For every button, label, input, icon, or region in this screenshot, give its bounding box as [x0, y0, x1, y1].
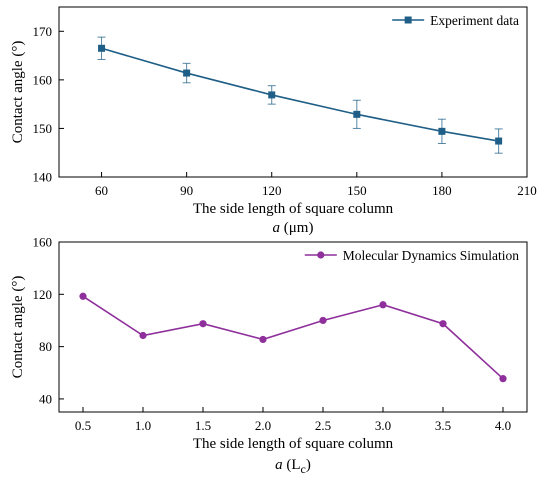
- x-tick-label: 3.0: [375, 418, 391, 433]
- y-tick-label: 40: [39, 391, 52, 406]
- data-point: [438, 127, 446, 135]
- data-point: [379, 301, 387, 309]
- x-axis-unit-subscript: c: [301, 462, 306, 476]
- x-tick-label: 120: [262, 183, 282, 198]
- y-axis-label: Contact angle (°): [10, 276, 26, 379]
- y-tick-label: 150: [33, 121, 53, 136]
- series-line: [82, 295, 504, 380]
- y-tick-label: 80: [39, 339, 52, 354]
- x-tick-label: 2.5: [315, 418, 331, 433]
- x-axis-label: The side length of square column: [193, 436, 394, 452]
- data-point: [499, 375, 507, 383]
- x-axis-unit-label: a (μm): [273, 220, 314, 236]
- data-point: [139, 331, 147, 340]
- series-line: [101, 47, 499, 142]
- data-point: [268, 91, 276, 99]
- y-tick-label: 140: [33, 170, 53, 185]
- data-point: [98, 44, 106, 52]
- chart-1: 60 90 120 150 180 210 140 150 160 170 Contact angl…: [10, 6, 537, 236]
- data-point: [353, 110, 361, 118]
- x-tick-label: 150: [347, 183, 367, 198]
- x-axis-unit: (μm): [280, 220, 313, 236]
- x-tick-label: 2.0: [255, 418, 271, 433]
- data-point: [495, 137, 503, 145]
- x-axis-unit: (L: [283, 457, 301, 473]
- x-axis-variable: a: [273, 220, 281, 236]
- chart-2: 0.5 1.0 1.5 2.0 2.5 3.0 3.5 4.0 40 80 120 160 Contac…: [10, 235, 528, 476]
- plot-frame: [58, 241, 528, 413]
- x-axis-label: The side length of square column: [193, 201, 394, 217]
- x-axis-unit-label: a (Lc): [275, 457, 311, 476]
- x-tick-label: 90: [180, 183, 193, 198]
- y-tick-label: 160: [33, 235, 53, 250]
- y-tick-label: 120: [33, 287, 53, 302]
- legend-label: Molecular Dynamics Simulation: [343, 248, 519, 263]
- x-tick-label: 180: [432, 183, 452, 198]
- y-tick-label: 160: [33, 72, 53, 87]
- y-tick-label: 170: [33, 24, 53, 39]
- y-axis-label: Contact angle (°): [10, 41, 26, 144]
- plot-frame: [58, 6, 528, 178]
- data-point: [439, 320, 447, 328]
- x-tick-label: 1.0: [135, 418, 151, 433]
- data-point: [319, 316, 327, 325]
- data-point: [259, 335, 267, 344]
- x-tick-label: 0.5: [75, 418, 91, 433]
- x-tick-label: 60: [95, 183, 108, 198]
- x-tick-label: 210: [517, 183, 537, 198]
- legend-marker: [404, 16, 412, 24]
- x-tick-label: 3.5: [435, 418, 451, 433]
- legend-marker: [317, 251, 325, 259]
- data-point: [79, 292, 87, 300]
- x-tick-label: 4.0: [495, 418, 511, 433]
- legend-label: Experiment data: [430, 13, 519, 28]
- data-point: [199, 320, 207, 328]
- x-tick-label: 1.5: [195, 418, 211, 433]
- x-axis-unit-close: ): [306, 457, 311, 473]
- x-axis-variable: a: [275, 457, 283, 473]
- data-point: [183, 69, 191, 77]
